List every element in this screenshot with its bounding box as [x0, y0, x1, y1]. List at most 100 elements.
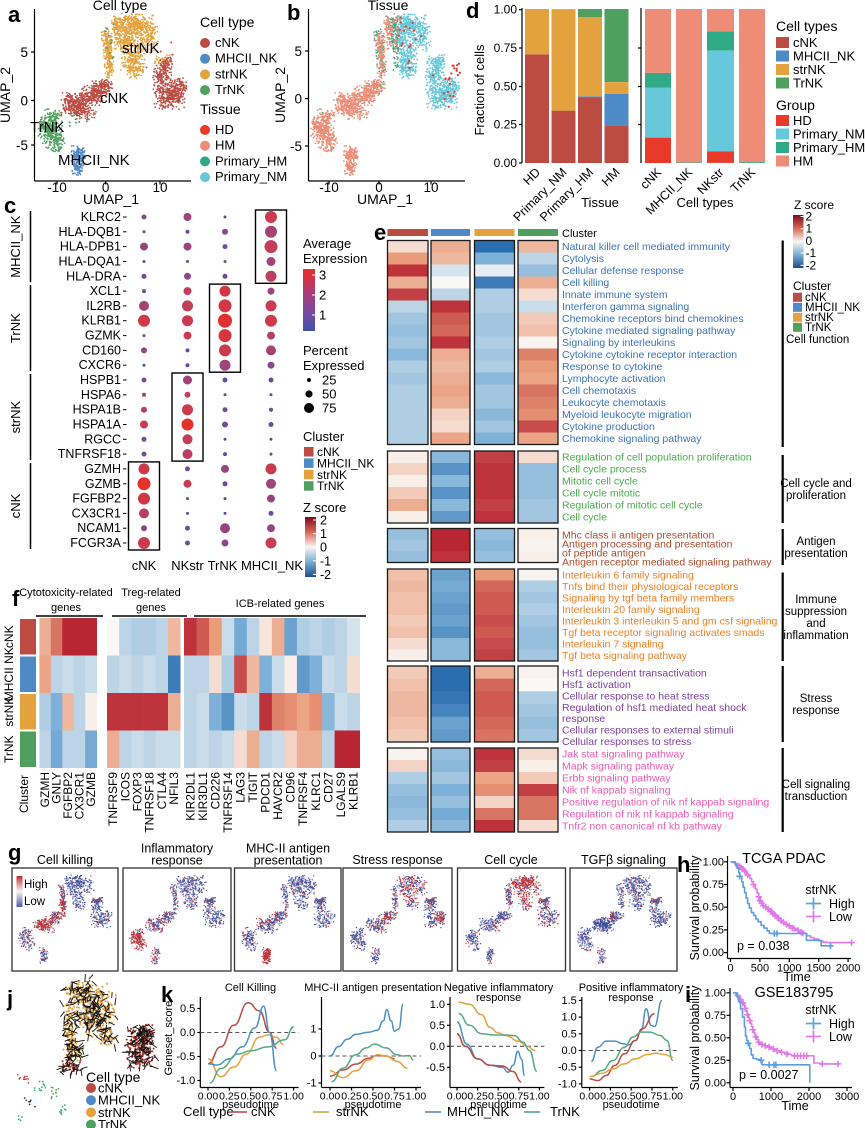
svg-text:Cytokine production: Cytokine production — [562, 421, 655, 433]
svg-text:Low: Low — [829, 1030, 853, 1044]
svg-text:Positive inflammatory: Positive inflammatory — [579, 982, 684, 994]
svg-text:TNFRSF18: TNFRSF18 — [58, 447, 121, 461]
svg-text:Chemokine signaling pathway: Chemokine signaling pathway — [562, 433, 702, 445]
svg-text:PDCD1: PDCD1 — [259, 772, 273, 813]
svg-text:0.50: 0.50 — [488, 1091, 509, 1103]
svg-text:GZMH: GZMH — [84, 462, 121, 476]
svg-text:Positive regulation of nik nf: Positive regulation of nik nf kappab sig… — [562, 797, 769, 809]
svg-text:1000: 1000 — [777, 963, 801, 975]
svg-text:0: 0 — [727, 963, 733, 975]
svg-text:TrNK: TrNK — [317, 479, 345, 493]
svg-text:CD96: CD96 — [284, 772, 298, 803]
svg-text:0.5: 0.5 — [430, 1020, 445, 1032]
svg-text:Tnfs bind their physiological: Tnfs bind their physiological receptors — [562, 581, 738, 593]
svg-text:Lymphocyte activation: Lymphocyte activation — [562, 373, 666, 385]
svg-text:ICOS: ICOS — [118, 772, 132, 801]
svg-text:2000: 2000 — [797, 1091, 821, 1103]
svg-text:1.00: 1.00 — [494, 3, 518, 17]
svg-text:Primary_NM: Primary_NM — [793, 127, 865, 142]
svg-text:and: and — [806, 618, 825, 630]
svg-text:Mapk signaling pathway: Mapk signaling pathway — [562, 761, 675, 773]
svg-text:RGCC: RGCC — [84, 432, 121, 446]
svg-text:0.25: 0.25 — [219, 1091, 240, 1103]
svg-text:strNK: strNK — [805, 312, 834, 324]
svg-text:Interleukin 20 family signalin: Interleukin 20 family signaling — [562, 604, 700, 616]
svg-text:0.50: 0.50 — [621, 1091, 642, 1103]
svg-text:Cell type: Cell type — [93, 0, 148, 13]
svg-text:strNK: strNK — [98, 1105, 131, 1120]
svg-text:GSE183795: GSE183795 — [754, 985, 833, 1001]
svg-text:strNK: strNK — [2, 697, 16, 727]
svg-text:Average: Average — [303, 236, 351, 251]
svg-text:Hsf1 activation: Hsf1 activation — [562, 679, 631, 691]
svg-text:NCAM1: NCAM1 — [77, 521, 121, 535]
svg-text:1.0: 1.0 — [430, 999, 445, 1011]
svg-text:0.25: 0.25 — [341, 1091, 362, 1103]
svg-text:strNK: strNK — [215, 66, 248, 81]
svg-text:MHCII_NK: MHCII_NK — [805, 302, 860, 314]
svg-text:Cluster: Cluster — [562, 228, 597, 240]
svg-text:Stress: Stress — [800, 693, 833, 705]
svg-text:CD27: CD27 — [321, 772, 335, 803]
svg-text:response: response — [562, 713, 605, 725]
svg-text:5: 5 — [294, 44, 302, 59]
svg-text:TNFRSF18: TNFRSF18 — [143, 772, 157, 833]
svg-text:Cluster: Cluster — [17, 775, 31, 813]
svg-text:TrNK: TrNK — [30, 119, 64, 136]
svg-text:TIGIT: TIGIT — [246, 771, 260, 802]
svg-text:Cell Killing: Cell Killing — [225, 982, 276, 994]
svg-text:Cell killing: Cell killing — [37, 853, 93, 867]
svg-text:Signaling by interleukins: Signaling by interleukins — [562, 337, 675, 349]
svg-text:0: 0 — [310, 1051, 316, 1063]
svg-text:1.00: 1.00 — [529, 1091, 550, 1103]
svg-text:inflammation: inflammation — [783, 630, 848, 642]
svg-text:0.25: 0.25 — [467, 1091, 488, 1103]
svg-text:TrNK: TrNK — [793, 76, 823, 91]
svg-text:-0.5: -0.5 — [426, 1062, 445, 1074]
svg-text:500: 500 — [751, 963, 769, 975]
svg-text:d: d — [466, 0, 479, 23]
svg-text:HSPB1: HSPB1 — [80, 373, 121, 387]
svg-text:response: response — [151, 854, 202, 868]
svg-text:Erbb signaling pathway: Erbb signaling pathway — [562, 773, 671, 785]
svg-text:Cell function: Cell function — [786, 334, 849, 346]
svg-text:response: response — [476, 992, 521, 1004]
svg-text:Leukocyte chemotaxis: Leukocyte chemotaxis — [562, 397, 666, 409]
svg-text:b: b — [287, 0, 300, 25]
svg-text:0: 0 — [102, 180, 110, 195]
svg-text:MHCII_NK: MHCII_NK — [8, 215, 23, 277]
svg-text:Cell type: Cell type — [200, 14, 255, 30]
svg-text:XCL1: XCL1 — [90, 284, 121, 298]
svg-text:10: 10 — [152, 180, 167, 195]
svg-text:MHCII_NK: MHCII_NK — [793, 49, 855, 64]
svg-text:25: 25 — [322, 373, 336, 388]
svg-text:KLRC1: KLRC1 — [309, 772, 323, 811]
svg-text:1500: 1500 — [806, 963, 830, 975]
svg-text:Cell cycle: Cell cycle — [562, 512, 607, 524]
svg-text:High: High — [829, 897, 855, 911]
svg-text:Percent: Percent — [303, 343, 348, 358]
svg-text:KLRB1: KLRB1 — [346, 772, 360, 810]
svg-text:Group: Group — [776, 97, 815, 113]
svg-text:0.50: 0.50 — [363, 1091, 384, 1103]
svg-text:Cell type: Cell type — [183, 1104, 234, 1119]
svg-text:Nik nf kappab signaling: Nik nf kappab signaling — [562, 785, 671, 797]
svg-text:Cell types: Cell types — [776, 18, 837, 34]
svg-text:1.00: 1.00 — [705, 987, 726, 999]
svg-text:Cluster: Cluster — [793, 279, 831, 293]
svg-text:Stress response: Stress response — [352, 853, 442, 867]
svg-text:Time: Time — [781, 1099, 808, 1113]
svg-text:a: a — [8, 2, 21, 27]
svg-text:Immune: Immune — [795, 594, 837, 606]
svg-text:transduction: transduction — [785, 791, 848, 803]
svg-text:FGFBP2: FGFBP2 — [72, 492, 121, 506]
svg-text:Tgf beta receptor signaling ac: Tgf beta receptor signaling activates sm… — [562, 627, 765, 639]
svg-text:0.50: 0.50 — [494, 80, 518, 94]
svg-text:UMAP_1: UMAP_1 — [357, 191, 413, 207]
svg-text:HM: HM — [215, 138, 235, 153]
svg-text:pseudotime: pseudotime — [222, 1099, 279, 1111]
svg-text:Cellular responses to external: Cellular responses to external stimuli — [562, 725, 734, 737]
svg-text:High: High — [24, 879, 48, 891]
svg-text:-2: -2 — [806, 258, 817, 272]
svg-text:Cell types: Cell types — [676, 195, 734, 210]
